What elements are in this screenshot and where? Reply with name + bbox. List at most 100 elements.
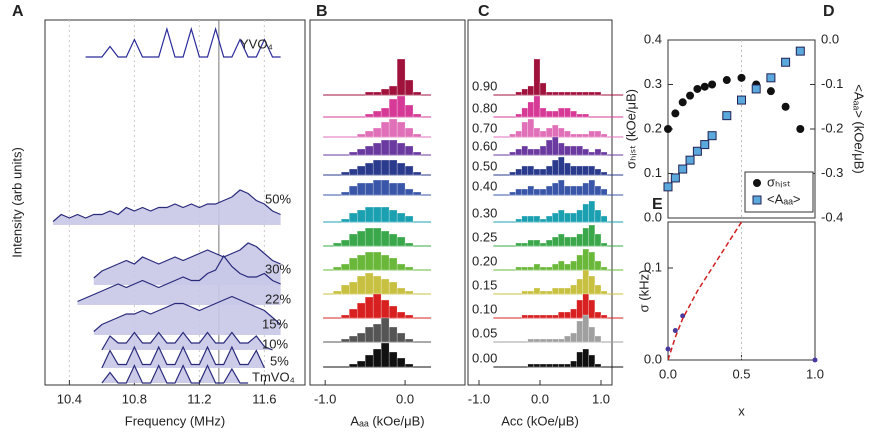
data-point	[670, 173, 680, 183]
histogram-bar	[539, 338, 547, 343]
histogram-bar	[521, 121, 528, 138]
histogram-bar	[582, 113, 589, 118]
data-point	[812, 357, 818, 363]
data-point	[781, 102, 790, 111]
histogram-bar	[564, 185, 571, 196]
area-fill	[101, 347, 265, 368]
x-tick-label: 11.6	[252, 391, 276, 406]
histogram-bar	[372, 127, 382, 138]
histogram-bar	[576, 351, 583, 368]
series-label: 0.90	[472, 78, 497, 93]
histogram-bar	[564, 212, 571, 223]
y-axis-label: Intensity (arb units)	[9, 147, 24, 258]
histogram-bar	[582, 248, 589, 271]
histogram-bar	[558, 91, 565, 96]
histogram-bar	[396, 236, 406, 247]
histogram-bar	[570, 284, 577, 295]
histogram-bar	[533, 263, 541, 271]
data-point	[671, 109, 680, 118]
y-tick-label: 0.1	[644, 259, 662, 274]
histogram-bar	[558, 107, 565, 118]
histogram-bar	[341, 171, 350, 176]
histogram-bar	[356, 182, 366, 196]
histogram-bar	[533, 188, 541, 196]
histogram-bar	[588, 200, 596, 223]
data-point	[663, 182, 673, 192]
histogram-bar	[372, 275, 382, 295]
data-point	[672, 328, 678, 334]
histogram-bar	[552, 124, 559, 138]
data-point	[796, 125, 805, 133]
histogram-bar	[539, 145, 547, 156]
panel-frame	[309, 19, 466, 386]
y-tick-label: 0.3	[644, 76, 662, 91]
series-label: 0.50	[472, 158, 497, 173]
histogram-bar	[356, 275, 366, 295]
histogram-bar	[588, 179, 596, 196]
histogram-bar	[552, 263, 559, 271]
histogram-bar	[564, 287, 571, 295]
x-tick-label: 10.4	[57, 391, 82, 406]
histogram-bar	[570, 236, 577, 247]
histogram-bar	[412, 91, 422, 96]
histogram-bar	[533, 95, 541, 118]
histogram-bar	[396, 311, 406, 319]
spectrum-line	[101, 331, 273, 351]
spectrum-line	[52, 189, 281, 222]
histogram-bar	[348, 168, 358, 176]
x-tick-label: 0.5	[732, 366, 750, 381]
x-tick-label: 10.8	[122, 391, 147, 406]
histogram-bar	[388, 233, 398, 247]
histogram-bar	[552, 136, 559, 156]
histogram-bar	[356, 133, 366, 138]
histogram-bar	[558, 209, 565, 223]
panel-frame	[44, 19, 306, 386]
histogram-bar	[356, 148, 366, 156]
histogram-bar	[582, 182, 589, 196]
histogram-bar	[539, 290, 547, 295]
histogram-bar	[364, 91, 374, 96]
histogram-bar	[564, 335, 571, 343]
histogram-bar	[348, 308, 358, 319]
histogram-bar	[388, 326, 398, 343]
histogram-bar	[600, 290, 608, 295]
histogram-bar	[380, 139, 390, 156]
histogram-bar	[364, 227, 374, 247]
histogram-bar	[545, 110, 553, 118]
histogram-bar	[558, 363, 565, 368]
histogram-bar	[348, 363, 358, 368]
histogram-bar	[515, 148, 522, 156]
series-label: 0.05	[472, 325, 497, 340]
histogram-bar	[545, 215, 553, 223]
histogram-bar	[527, 363, 535, 368]
data-point	[693, 84, 702, 93]
histogram-bar	[582, 91, 589, 96]
legend-label: σₕᵢₛₜ	[767, 174, 791, 189]
histogram-bar	[364, 354, 374, 368]
histogram-bar	[545, 266, 553, 271]
histogram-bar	[533, 287, 541, 295]
histogram-bar	[570, 260, 577, 271]
histogram-bar	[341, 338, 350, 343]
histogram-bar	[515, 91, 522, 96]
histogram-bar	[348, 185, 358, 196]
histogram-bar	[539, 188, 547, 196]
spectrum-line	[101, 345, 265, 369]
histogram-bar	[527, 148, 535, 156]
histogram-bar	[404, 314, 414, 319]
histogram-bar	[564, 91, 571, 96]
histogram-bar	[594, 148, 602, 156]
panel-label: B	[316, 3, 328, 20]
histogram-bar	[509, 191, 516, 196]
histogram-bar	[372, 179, 382, 196]
histogram-bar	[558, 338, 565, 343]
histogram-bar	[594, 209, 602, 223]
histogram-bar	[404, 290, 414, 295]
histogram-bar	[412, 171, 422, 176]
histogram-bar	[527, 338, 535, 343]
y-tick-label: 0.1	[644, 165, 662, 180]
histogram-bar	[333, 242, 342, 247]
y-tick-label: 0.2	[644, 120, 662, 135]
series-label: 50%	[265, 191, 291, 206]
histogram-bar	[396, 357, 406, 368]
